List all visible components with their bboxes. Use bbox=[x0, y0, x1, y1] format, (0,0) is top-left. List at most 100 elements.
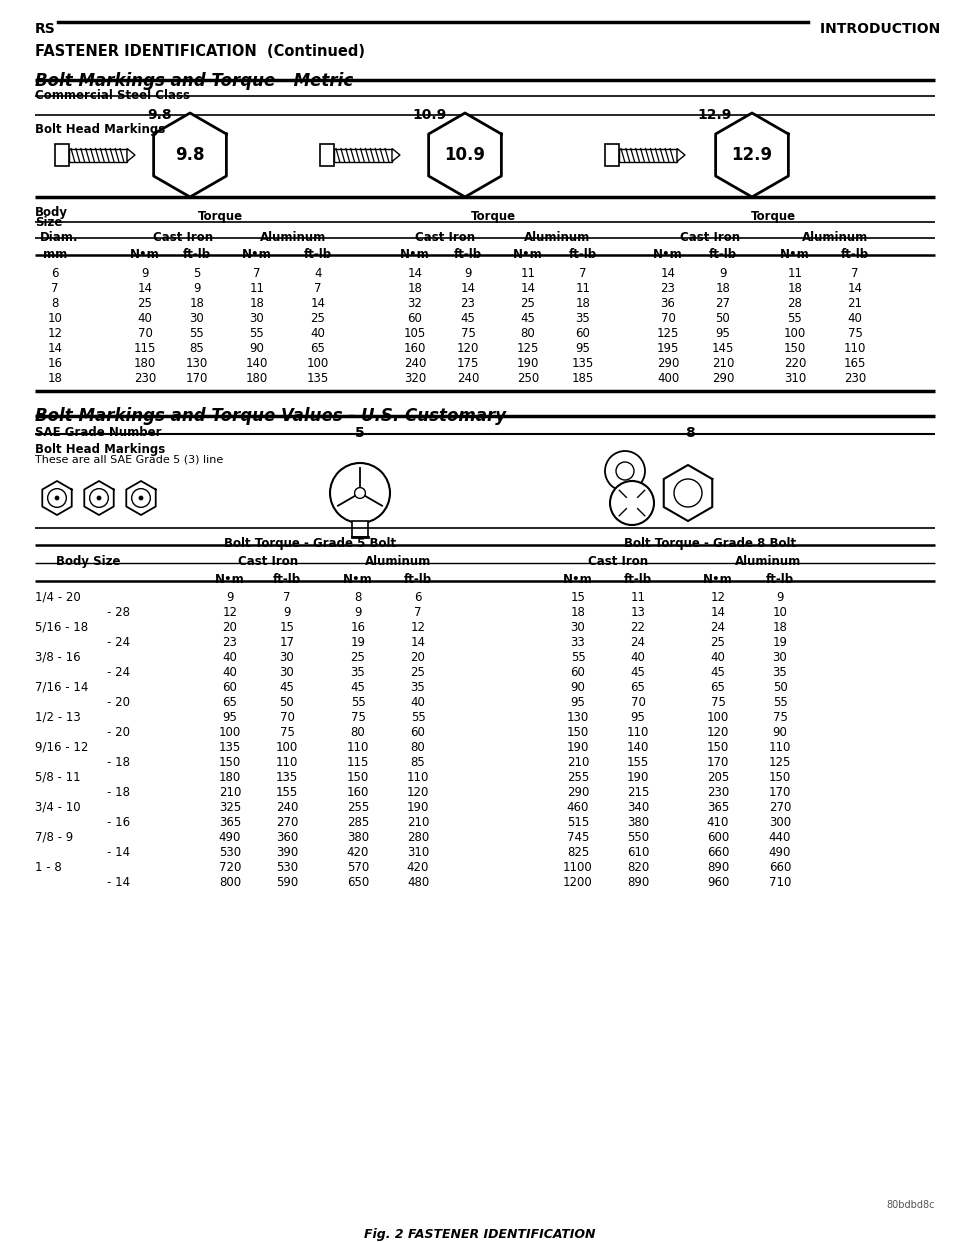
Text: 190: 190 bbox=[627, 771, 649, 784]
Text: 90: 90 bbox=[250, 342, 264, 355]
Text: 25: 25 bbox=[137, 297, 153, 310]
Text: 9: 9 bbox=[719, 267, 727, 279]
Text: - 20: - 20 bbox=[107, 696, 130, 709]
Text: 95: 95 bbox=[631, 710, 645, 724]
Text: ft-lb: ft-lb bbox=[273, 573, 301, 586]
Bar bbox=[605, 144, 619, 166]
Text: 175: 175 bbox=[457, 356, 479, 370]
Text: 80bdbd8c: 80bdbd8c bbox=[886, 1200, 935, 1210]
Text: 360: 360 bbox=[276, 831, 299, 845]
Text: 12.9: 12.9 bbox=[732, 147, 773, 164]
Text: 165: 165 bbox=[844, 356, 866, 370]
Text: 28: 28 bbox=[787, 297, 803, 310]
Text: 95: 95 bbox=[715, 327, 731, 340]
Text: 80: 80 bbox=[350, 727, 366, 739]
Text: 210: 210 bbox=[566, 756, 589, 769]
Text: 720: 720 bbox=[219, 861, 241, 874]
Text: 180: 180 bbox=[219, 771, 241, 784]
Text: 890: 890 bbox=[627, 876, 649, 889]
Text: 9.8: 9.8 bbox=[176, 147, 204, 164]
Text: 50: 50 bbox=[773, 681, 787, 694]
Text: 1200: 1200 bbox=[564, 876, 593, 889]
Text: 8: 8 bbox=[354, 591, 362, 604]
Text: 110: 110 bbox=[844, 342, 866, 355]
Text: 410: 410 bbox=[707, 816, 730, 828]
Circle shape bbox=[139, 496, 143, 501]
Text: 150: 150 bbox=[769, 771, 791, 784]
Text: 205: 205 bbox=[707, 771, 730, 784]
Text: 170: 170 bbox=[707, 756, 730, 769]
Polygon shape bbox=[127, 149, 135, 161]
Text: 60: 60 bbox=[408, 312, 422, 325]
Text: 490: 490 bbox=[219, 831, 241, 845]
Text: 24: 24 bbox=[710, 621, 726, 633]
Text: 25: 25 bbox=[411, 666, 425, 679]
Text: 14: 14 bbox=[47, 342, 62, 355]
Text: 130: 130 bbox=[566, 710, 589, 724]
Polygon shape bbox=[663, 465, 712, 520]
Text: 9: 9 bbox=[354, 606, 362, 619]
Text: 160: 160 bbox=[404, 342, 426, 355]
Text: 100: 100 bbox=[707, 710, 730, 724]
Text: 150: 150 bbox=[566, 727, 589, 739]
Polygon shape bbox=[42, 481, 72, 515]
Text: 515: 515 bbox=[566, 816, 589, 828]
Text: 35: 35 bbox=[773, 666, 787, 679]
Circle shape bbox=[674, 479, 702, 507]
Text: 30: 30 bbox=[279, 651, 295, 664]
Text: 18: 18 bbox=[250, 297, 264, 310]
Text: These are all SAE Grade 5 (3) line: These are all SAE Grade 5 (3) line bbox=[35, 455, 224, 465]
Text: Size: Size bbox=[35, 216, 62, 229]
Text: Bolt Head Markings: Bolt Head Markings bbox=[35, 123, 165, 137]
Text: 90: 90 bbox=[570, 681, 586, 694]
Text: 12.9: 12.9 bbox=[698, 108, 732, 122]
Text: 16: 16 bbox=[350, 621, 366, 633]
Text: 14: 14 bbox=[520, 282, 536, 296]
Text: 155: 155 bbox=[627, 756, 649, 769]
Text: FASTENER IDENTIFICATION  (Continued): FASTENER IDENTIFICATION (Continued) bbox=[35, 43, 365, 60]
Text: 135: 135 bbox=[572, 356, 594, 370]
Text: 80: 80 bbox=[411, 741, 425, 754]
Text: 210: 210 bbox=[219, 786, 241, 799]
Text: 155: 155 bbox=[276, 786, 299, 799]
Text: ft-lb: ft-lb bbox=[841, 248, 869, 261]
Text: 50: 50 bbox=[279, 696, 295, 709]
Text: 135: 135 bbox=[307, 373, 329, 385]
Text: 21: 21 bbox=[848, 297, 862, 310]
Text: 150: 150 bbox=[784, 342, 806, 355]
Text: 75: 75 bbox=[773, 710, 787, 724]
Text: 660: 660 bbox=[769, 861, 791, 874]
Text: 23: 23 bbox=[461, 297, 475, 310]
Text: 15: 15 bbox=[279, 621, 295, 633]
Text: 23: 23 bbox=[660, 282, 676, 296]
Text: N•m: N•m bbox=[780, 248, 810, 261]
Text: 180: 180 bbox=[246, 373, 268, 385]
Text: 36: 36 bbox=[660, 297, 676, 310]
Text: 145: 145 bbox=[711, 342, 734, 355]
Text: 40: 40 bbox=[411, 696, 425, 709]
Text: 170: 170 bbox=[186, 373, 208, 385]
Text: 6: 6 bbox=[415, 591, 421, 604]
Polygon shape bbox=[84, 481, 113, 515]
Text: 80: 80 bbox=[520, 327, 536, 340]
Text: 340: 340 bbox=[627, 801, 649, 814]
Text: 290: 290 bbox=[657, 356, 679, 370]
Text: 9: 9 bbox=[227, 591, 233, 604]
Text: 12: 12 bbox=[223, 606, 237, 619]
Text: 745: 745 bbox=[566, 831, 589, 845]
Circle shape bbox=[354, 488, 366, 498]
Text: 7/8 - 9: 7/8 - 9 bbox=[35, 831, 73, 845]
Text: 95: 95 bbox=[570, 696, 586, 709]
Text: N•m: N•m bbox=[653, 248, 683, 261]
Text: 10.9: 10.9 bbox=[413, 108, 447, 122]
Text: 14: 14 bbox=[660, 267, 676, 279]
Text: 380: 380 bbox=[347, 831, 369, 845]
Text: 45: 45 bbox=[350, 681, 366, 694]
Text: 6: 6 bbox=[51, 267, 59, 279]
Text: Torque: Torque bbox=[751, 210, 796, 224]
Text: 27: 27 bbox=[715, 297, 731, 310]
Text: 570: 570 bbox=[347, 861, 370, 874]
Text: 5/8 - 11: 5/8 - 11 bbox=[35, 771, 81, 784]
Text: 270: 270 bbox=[276, 816, 299, 828]
Text: 420: 420 bbox=[347, 846, 370, 859]
